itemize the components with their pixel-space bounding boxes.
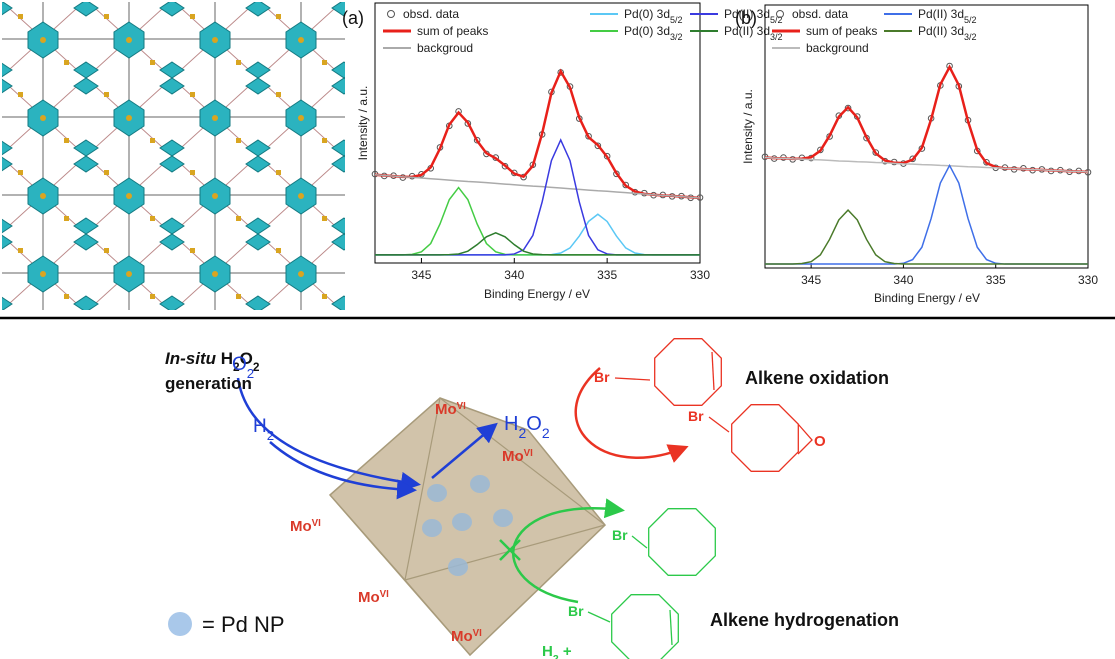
scheme-label: MoVI	[358, 589, 389, 607]
label-part: VI	[524, 448, 534, 459]
label-part: H	[216, 349, 233, 368]
scheme-label: O	[814, 433, 826, 450]
legend-label: backgroud	[417, 41, 473, 55]
legend-label: background	[806, 41, 869, 55]
label-part: Mo	[290, 518, 312, 535]
label-part: O	[232, 354, 247, 375]
series-line	[765, 158, 1088, 172]
label-part: +	[559, 643, 572, 659]
label-part: VI	[380, 589, 390, 600]
series-line	[375, 175, 700, 198]
x-tick-label: 335	[597, 268, 617, 282]
pd-np	[493, 509, 513, 527]
label-part: Mo	[358, 589, 380, 606]
ring	[655, 339, 722, 406]
label-part: H	[542, 643, 553, 659]
x-tick-label: 330	[1078, 273, 1098, 287]
label-part: O	[526, 413, 542, 435]
scheme-label: Br	[594, 369, 610, 385]
x-axis-label: Binding Energy / eV	[484, 287, 590, 301]
scheme-label: = Pd NP	[202, 612, 285, 637]
scheme-label: H2 +	[542, 643, 572, 659]
label-part: Mo	[451, 628, 473, 645]
bond	[709, 417, 729, 432]
scheme-label: H2	[253, 416, 274, 443]
pd-np	[452, 513, 472, 531]
chart: 345 340 335 330 Binding Energy / eV Intensity…	[735, 5, 1098, 305]
figure: In-situ H2O2generationO2H2H2O2MoVIMoVIMo…	[0, 0, 1115, 659]
label-part: Mo	[502, 448, 524, 465]
x-tick-label: 330	[690, 268, 710, 282]
series-line	[375, 71, 700, 198]
ring	[649, 509, 716, 576]
legend-pd-np	[168, 612, 192, 636]
label-part: 2	[247, 366, 254, 381]
series-line	[375, 233, 700, 255]
bond	[632, 536, 647, 548]
ring	[612, 595, 679, 659]
legend-label: obsd. data	[792, 7, 848, 21]
epoxide	[798, 424, 812, 454]
scheme-label: MoVI	[290, 518, 321, 536]
bond	[588, 612, 610, 622]
x-axis-label: Binding Energy / eV	[874, 291, 980, 305]
label-part: 2	[267, 428, 274, 443]
ring	[732, 405, 799, 472]
x-tick-label: 335	[986, 273, 1006, 287]
label-part: In-situ	[165, 349, 217, 368]
arrow	[576, 368, 684, 458]
label-part: VI	[312, 518, 322, 529]
label-part: H	[253, 416, 267, 437]
pd-np	[427, 484, 447, 502]
double-bond	[670, 610, 672, 645]
chart: 345 340 335 330 Binding Energy / eV Intensity…	[342, 3, 783, 301]
pd-np	[448, 558, 468, 576]
crystal-structure	[2, 2, 345, 310]
series-line	[765, 210, 1088, 264]
label-part: H	[504, 413, 518, 435]
series-line	[765, 67, 1088, 172]
label-part: VI	[457, 401, 467, 412]
label-part: 2	[542, 425, 550, 441]
panel-label: (a)	[342, 8, 364, 28]
legend-label: Pd(0) 3d5/2	[624, 7, 683, 25]
bond	[615, 378, 650, 380]
x-tick-label: 340	[504, 268, 524, 282]
legend-label: sum of peaks	[806, 24, 877, 38]
legend-label: sum of peaks	[417, 24, 488, 38]
legend-label: obsd. data	[403, 7, 459, 21]
scheme-label: generation	[165, 374, 252, 393]
legend-label: Pd(0) 3d3/2	[624, 24, 683, 42]
legend-label: Pd(II) 3d3/2	[918, 24, 977, 42]
x-tick-label: 340	[893, 273, 913, 287]
y-axis-label: Intensity / a.u.	[741, 89, 755, 164]
y-axis-label: Intensity / a.u.	[356, 86, 370, 161]
label-part: 2	[518, 425, 526, 441]
scheme-label: Br	[688, 408, 704, 424]
x-tick-label: 345	[411, 268, 431, 282]
x-tick-label: 345	[801, 273, 821, 287]
double-bond	[712, 352, 714, 390]
scheme-label: Br	[568, 603, 584, 619]
scheme-label: Alkene hydrogenation	[710, 610, 899, 630]
legend-marker	[388, 11, 395, 18]
pd-np	[470, 475, 490, 493]
series-line	[765, 165, 1088, 264]
pd-np	[422, 519, 442, 537]
legend-label: Pd(II) 3d5/2	[918, 7, 977, 25]
label-part: VI	[473, 628, 483, 639]
scheme-label: Alkene oxidation	[745, 368, 889, 388]
label-part: Mo	[435, 401, 457, 418]
panel-label: (b)	[735, 8, 757, 28]
scheme-label: Br	[612, 527, 628, 543]
